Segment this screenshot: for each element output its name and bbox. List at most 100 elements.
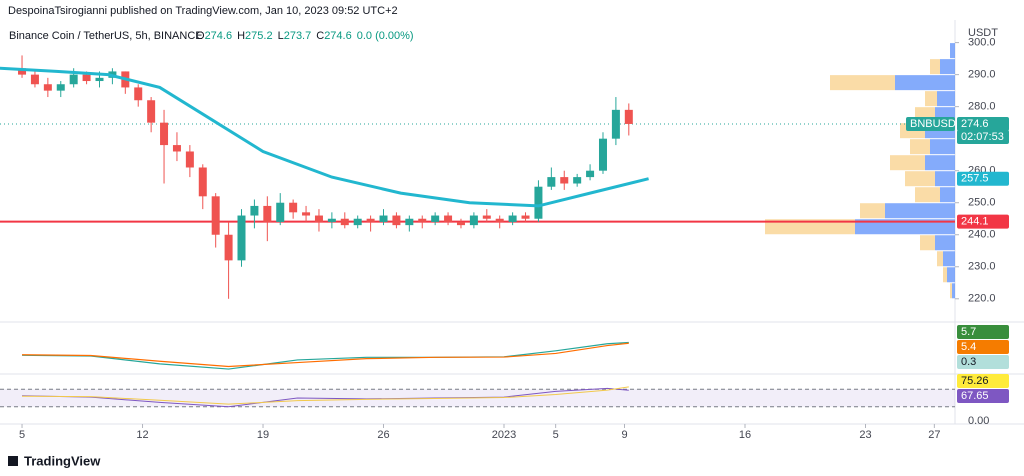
badge-label: 0.3 — [961, 356, 976, 368]
change: 0.0 (0.00%) — [357, 30, 414, 42]
volume-down — [860, 203, 885, 219]
price-badge — [957, 116, 1009, 131]
volume-down — [915, 187, 940, 203]
volume-up — [935, 171, 955, 187]
x-tick-label: 2023 — [492, 429, 516, 441]
volume-down — [925, 91, 937, 107]
candle-body — [276, 202, 285, 222]
x-tick-label: 23 — [859, 429, 871, 441]
candle-body — [573, 177, 582, 184]
ohlc-value: 275.2 — [245, 30, 273, 42]
candle-body — [353, 218, 362, 226]
candle-body — [611, 109, 620, 139]
candle-body — [134, 87, 143, 101]
candle-body — [418, 218, 427, 222]
volume-down — [950, 283, 952, 299]
ohlc-label: C — [316, 30, 324, 42]
price-badge — [957, 325, 1009, 339]
candle-body — [547, 177, 556, 187]
candle-body — [172, 145, 181, 152]
candle-body — [43, 84, 52, 91]
volume-down — [930, 59, 940, 75]
volume-up — [947, 267, 955, 283]
candle-body — [444, 215, 453, 222]
price-badge — [957, 214, 1009, 229]
ohlc-value: 274.6 — [205, 30, 233, 42]
candle-body — [405, 218, 414, 226]
volume-down — [890, 155, 925, 171]
candle-body — [211, 196, 220, 235]
volume-up — [940, 59, 955, 75]
x-tick-label: 5 — [553, 429, 559, 441]
candle-body — [18, 68, 27, 75]
candle-body — [263, 205, 272, 222]
badge-label: 5.4 — [961, 341, 976, 353]
volume-up — [950, 43, 955, 59]
volume-up — [940, 187, 955, 203]
logo — [8, 456, 18, 466]
price-badge — [957, 171, 1009, 186]
rsi-line — [22, 386, 629, 405]
x-tick-label: 9 — [621, 429, 627, 441]
price-badge — [957, 340, 1009, 354]
volume-up — [930, 139, 955, 155]
candle-body — [366, 218, 375, 222]
y-tick-label: 0.00 — [968, 415, 989, 427]
volume-down — [830, 75, 895, 91]
volume-down — [910, 139, 930, 155]
candle-body — [624, 109, 633, 124]
candle-body — [30, 74, 39, 85]
candle-body — [392, 215, 401, 226]
macd-line — [22, 342, 629, 368]
axis-unit: USDT — [968, 27, 998, 39]
candle-body — [198, 167, 207, 197]
candle-body — [302, 212, 311, 216]
candle-body — [250, 205, 259, 216]
volume-down — [765, 219, 855, 235]
candle-body — [598, 138, 607, 171]
volume-up — [925, 155, 955, 171]
candle-body — [147, 100, 156, 123]
x-tick-label: 27 — [928, 429, 940, 441]
volume-down — [905, 171, 935, 187]
badge-label: 67.65 — [961, 390, 989, 402]
price-badge — [957, 355, 1009, 369]
price-badge — [957, 129, 1009, 144]
ohlc-value: 273.7 — [284, 30, 312, 42]
candle-body — [508, 215, 517, 222]
x-tick-label: 26 — [377, 429, 389, 441]
candle-body — [314, 215, 323, 222]
candle-body — [586, 170, 595, 178]
x-tick-label: 19 — [257, 429, 269, 441]
y-tick-label: 240.0 — [968, 229, 996, 241]
volume-up — [935, 235, 955, 251]
y-tick-label: 220.0 — [968, 293, 996, 305]
symbol: Binance Coin / TetherUS, 5h, BINANCE — [9, 30, 203, 42]
candle-body — [289, 202, 298, 213]
ohlc-label: H — [237, 30, 245, 42]
ohlc-label: L — [278, 30, 284, 42]
badge-label: 75.26 — [961, 375, 989, 387]
badge-label: BNBUSDT — [910, 118, 963, 130]
candle-body — [95, 77, 104, 82]
x-tick-label: 5 — [19, 429, 25, 441]
badge-label: 5.7 — [961, 326, 976, 338]
volume-up — [855, 219, 955, 235]
candle-body — [237, 215, 246, 261]
y-tick-label: 250.0 — [968, 197, 996, 209]
volume-down — [937, 251, 943, 267]
price-badge — [957, 389, 1009, 403]
y-tick-label: 230.0 — [968, 261, 996, 273]
volume-up — [895, 75, 955, 91]
volume-down — [920, 235, 935, 251]
y-tick-label: 300.0 — [968, 37, 996, 49]
volume-down — [943, 267, 947, 283]
price-badge — [906, 116, 955, 131]
volume-up — [937, 91, 955, 107]
volume-up — [952, 283, 955, 299]
badge-label: 274.6 — [961, 118, 989, 130]
x-tick-label: 16 — [739, 429, 751, 441]
y-tick-label: 290.0 — [968, 69, 996, 81]
